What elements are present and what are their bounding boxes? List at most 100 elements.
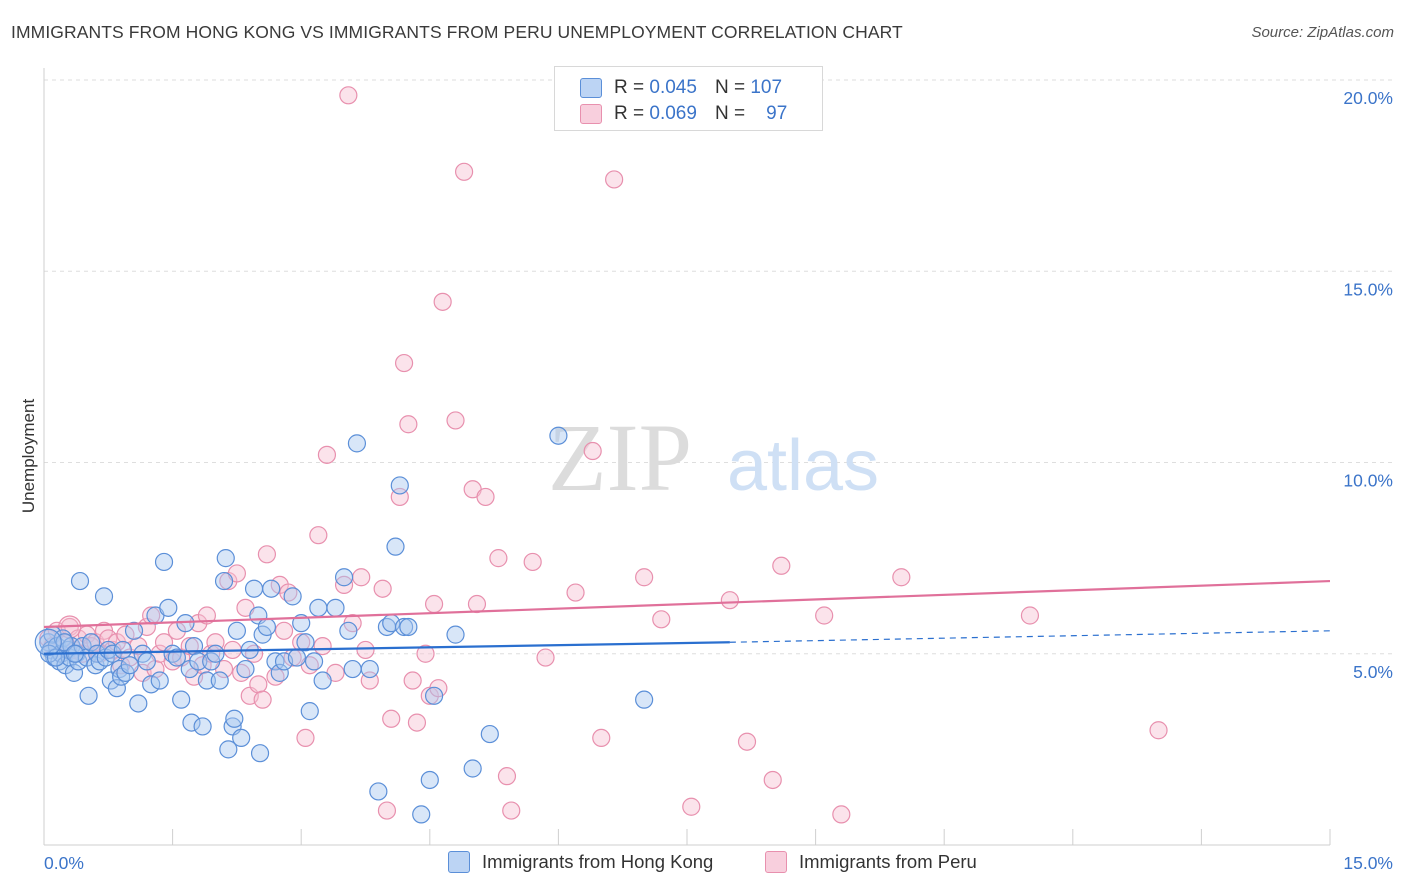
data-point-peru — [737, 732, 757, 751]
data-point-peru — [592, 728, 611, 748]
data-point-hong-kong — [412, 805, 431, 824]
data-point-hong-kong — [182, 713, 201, 732]
data-point-peru — [407, 713, 427, 732]
tick-labels: 5.0% 10.0% 15.0% 20.0% 0.0% 15.0% — [44, 88, 1393, 873]
data-point-hong-kong — [137, 652, 156, 671]
chart-title: IMMIGRANTS FROM HONG KONG VS IMMIGRANTS … — [11, 22, 903, 42]
x-tick-label: 0.0% — [44, 853, 84, 873]
data-point-hong-kong — [270, 663, 289, 682]
data-point-hong-kong — [313, 671, 332, 690]
data-point-hong-kong — [283, 587, 302, 606]
y-tick-label: 15.0% — [1343, 279, 1393, 299]
data-point-hong-kong — [214, 571, 234, 591]
data-point-hong-kong — [244, 579, 264, 598]
data-point-peru — [536, 648, 555, 667]
data-point-hong-kong — [225, 709, 244, 728]
legend-label-peru: Immigrants from Peru — [799, 851, 977, 872]
data-point-peru — [1149, 721, 1168, 740]
data-point-hong-kong — [129, 694, 148, 713]
data-point-peru — [832, 805, 851, 824]
data-point-hong-kong — [167, 648, 186, 667]
data-point-hong-kong — [236, 659, 255, 679]
data-point-peru — [635, 568, 654, 587]
data-point-peru — [352, 568, 371, 587]
data-point-peru — [467, 594, 487, 614]
x-tick-label: 15.0% — [1343, 853, 1393, 873]
data-point-peru — [433, 292, 452, 311]
data-point-hong-kong — [386, 537, 405, 556]
data-point-peru — [424, 594, 444, 614]
data-point-hong-kong — [296, 633, 315, 652]
data-point-hong-kong — [424, 686, 444, 705]
data-point-peru — [257, 545, 277, 564]
data-point-hong-kong — [82, 633, 101, 652]
data-point-hong-kong — [250, 744, 270, 763]
data-point-peru — [772, 556, 791, 575]
data-point-hong-kong — [326, 598, 345, 617]
data-point-hong-kong — [309, 598, 328, 617]
data-point-hong-kong — [287, 648, 307, 667]
data-point-hong-kong — [206, 644, 225, 663]
data-point-hong-kong — [73, 636, 92, 656]
y-axis-label: Unemployment — [19, 399, 38, 514]
data-point-peru — [249, 675, 268, 694]
data-point-hong-kong — [70, 571, 90, 591]
legend-item-hong-kong: Immigrants from Hong Kong — [448, 851, 713, 873]
legend-n-value: 97 — [766, 103, 788, 124]
data-point-hong-kong — [446, 625, 465, 644]
data-point-hong-kong — [113, 640, 132, 660]
source-label: Source: ZipAtlas.com — [1251, 24, 1394, 41]
data-point-peru — [296, 728, 315, 748]
data-point-hong-kong — [339, 621, 358, 640]
data-point-peru — [339, 86, 358, 105]
data-point-hong-kong — [262, 579, 281, 598]
watermark-atlas: atlas — [727, 426, 879, 506]
data-point-hong-kong — [227, 621, 246, 640]
y-tick-label: 20.0% — [1343, 88, 1393, 108]
data-point-peru — [416, 644, 435, 663]
data-point-hong-kong — [343, 659, 362, 679]
data-point-hong-kong — [216, 549, 235, 568]
data-point-hong-kong — [549, 426, 568, 445]
data-point-hong-kong — [219, 740, 238, 759]
data-point-hong-kong — [257, 617, 277, 637]
data-point-peru — [763, 770, 782, 790]
data-point-peru — [892, 568, 911, 587]
data-point-hong-kong — [300, 702, 319, 721]
watermark: ZIP atlas — [548, 404, 879, 511]
trend-line-hong-kong-extension — [729, 630, 1331, 643]
data-point-peru — [476, 487, 495, 507]
data-point-peru — [274, 621, 294, 640]
legend-n-label: N = — [714, 77, 746, 98]
grid — [44, 79, 1392, 655]
legend-r-label: R = — [614, 103, 645, 124]
watermark-zip: ZIP — [548, 404, 692, 511]
data-point-hong-kong — [369, 782, 388, 801]
trend-line-peru — [43, 579, 1331, 629]
data-point-peru — [253, 690, 272, 709]
data-point-hong-kong — [463, 759, 482, 778]
data-point-peru — [523, 552, 542, 572]
legend-swatch-hong-kong — [580, 78, 602, 98]
data-point-peru — [454, 162, 474, 181]
data-point-peru — [382, 709, 401, 728]
data-point-peru — [377, 801, 397, 820]
data-point-hong-kong — [360, 659, 379, 679]
legend-row-hong-kong: R = 0.045 N = 107 — [580, 75, 782, 101]
data-point-peru — [399, 415, 418, 434]
legend-n-value: 107 — [750, 77, 783, 98]
data-point-hong-kong — [159, 598, 178, 617]
data-point-hong-kong — [107, 679, 126, 698]
data-point-hong-kong — [334, 568, 354, 587]
data-point-hong-kong — [394, 617, 414, 637]
y-tick-label: 10.0% — [1343, 471, 1393, 491]
stats-legend: R = 0.045 N = 107 R = 0.069 N = 97 — [554, 66, 823, 131]
data-point-hong-kong — [79, 686, 98, 705]
data-point-hong-kong — [232, 728, 251, 748]
data-point-hong-kong — [172, 690, 191, 709]
legend-swatch-peru — [765, 851, 787, 873]
data-point-hong-kong — [34, 628, 62, 656]
legend-r-value: 0.069 — [649, 103, 697, 124]
data-point-peru — [317, 445, 337, 464]
